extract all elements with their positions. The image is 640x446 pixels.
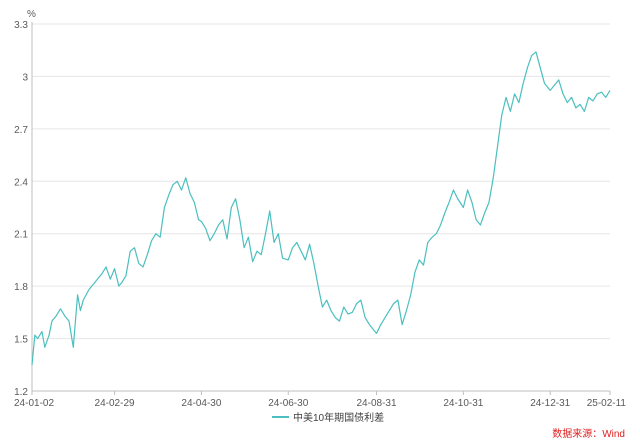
y-tick-label: 2.7 xyxy=(14,125,28,136)
series-layer xyxy=(31,51,611,365)
x-tick-label: 24-01-02 xyxy=(14,398,54,409)
series-line xyxy=(31,51,611,365)
legend-label: 中美10年期国债利差 xyxy=(293,411,384,424)
y-tick-label: 2.4 xyxy=(14,177,28,188)
y-tick-label: 2.1 xyxy=(14,230,28,241)
y-tick-label: 3 xyxy=(22,72,28,83)
x-tick-label: 24-12-31 xyxy=(530,398,570,409)
x-tick-labels: 24-01-02 24-02-29 24-04-30 24-06-30 24-08-31… xyxy=(14,391,626,409)
gridlines xyxy=(32,23,610,340)
x-tick-label: 24-10-31 xyxy=(443,398,483,409)
x-tick-label: 24-06-30 xyxy=(268,398,308,409)
y-tick-label: 3.3 xyxy=(14,20,28,31)
x-tick-label: 24-04-30 xyxy=(181,398,221,409)
y-unit-label: % xyxy=(27,9,36,20)
y-tick-label: 1.8 xyxy=(14,282,28,293)
y-tick-label: 1.5 xyxy=(14,335,28,346)
y-tick-labels: 1.2 1.5 1.8 2.1 2.4 2.7 3 3.3 xyxy=(14,20,28,398)
x-tick-label: 24-02-29 xyxy=(95,398,135,409)
y-tick-label: 1.2 xyxy=(14,387,28,398)
axes xyxy=(31,22,610,392)
legend: 中美10年期国债利差 xyxy=(272,411,384,424)
x-tick-label: 25-02-11 xyxy=(587,398,627,409)
source-note: 数据来源：Wind xyxy=(552,427,625,440)
x-tick-label: 24-08-31 xyxy=(357,398,397,409)
